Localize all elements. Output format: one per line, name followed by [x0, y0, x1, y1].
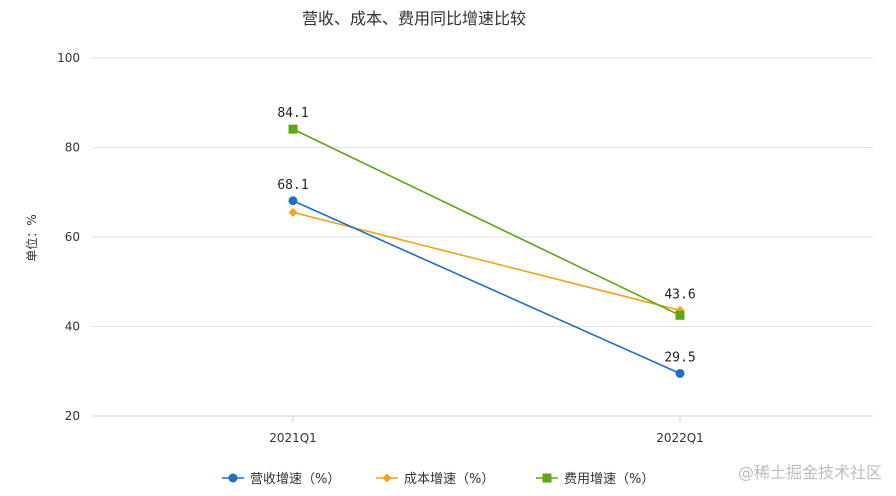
- x-tick-label: 2022Q1: [656, 431, 704, 445]
- x-tick-label: 2021Q1: [269, 431, 317, 445]
- legend-marker: [382, 473, 392, 483]
- y-tick-label: 100: [57, 51, 80, 65]
- data-point[interactable]: [288, 124, 298, 134]
- data-label: 84.1: [277, 106, 308, 121]
- data-label: 29.5: [664, 350, 695, 365]
- grid: [92, 57, 873, 327]
- series-diamond: [288, 207, 685, 315]
- chart-title: 营收、成本、费用同比增速比较: [302, 9, 526, 28]
- y-tick-label: 40: [65, 320, 80, 334]
- y-axis-label: 单位：%: [24, 214, 39, 261]
- data-point[interactable]: [288, 196, 298, 206]
- legend-item-diamond[interactable]: 成本增速（%）: [376, 472, 494, 487]
- legend-marker: [228, 473, 238, 483]
- data-label: 68.1: [277, 178, 308, 193]
- legend-marker: [542, 473, 552, 483]
- legend-label: 营收增速（%）: [250, 472, 340, 487]
- data-label: 43.6: [664, 287, 695, 302]
- data-point[interactable]: [675, 310, 685, 320]
- legend-item-square[interactable]: 费用增速（%）: [536, 472, 654, 487]
- y-tick-label: 80: [65, 141, 80, 155]
- legend[interactable]: 营收增速（%） 成本增速（%） 费用增速（%）: [222, 472, 654, 487]
- series-circle: [288, 196, 685, 378]
- series-layer: 68.1 29.5 43.6 84.1: [277, 106, 696, 378]
- data-point[interactable]: [675, 368, 685, 378]
- y-tick-label: 20: [65, 409, 80, 423]
- watermark: @稀土掘金技术社区: [738, 463, 882, 482]
- data-point[interactable]: [288, 207, 298, 217]
- y-tick-label: 60: [65, 230, 80, 244]
- series-line: [292, 128, 681, 317]
- legend-item-circle[interactable]: 营收增速（%）: [222, 472, 340, 487]
- series-square: [288, 124, 685, 320]
- series-line: [292, 200, 681, 375]
- legend-label: 费用增速（%）: [564, 472, 654, 487]
- legend-label: 成本增速（%）: [404, 472, 494, 487]
- axes: 20 40 60 80 100 2021Q1 2022Q1: [57, 51, 873, 445]
